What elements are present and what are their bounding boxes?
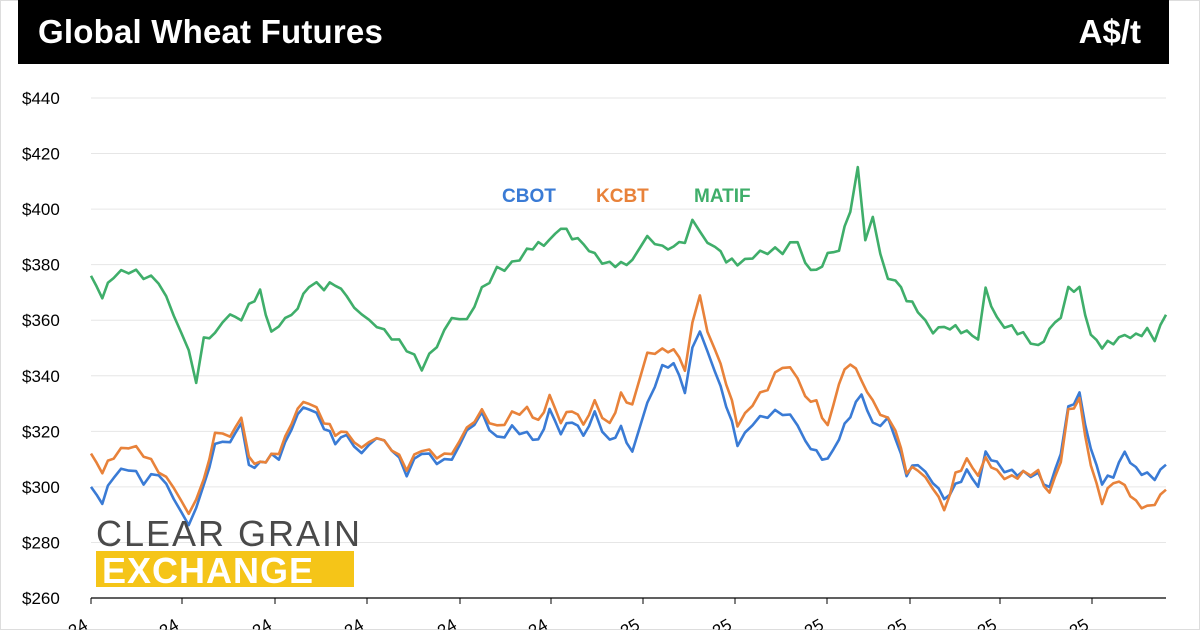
y-tick-label: $280	[22, 533, 60, 552]
y-tick-label: $260	[22, 589, 60, 608]
x-tick-label: 25	[974, 615, 1000, 630]
series-label-matif: MATIF	[694, 186, 751, 207]
clear-grain-exchange-logo: CLEAR GRAIN EXCHANGE	[96, 513, 362, 591]
x-axis: 24 24 24 24 24 24 25 25 25 25 25 25	[65, 597, 1166, 630]
y-tick-label: $420	[22, 145, 60, 164]
y-tick-label: $360	[22, 311, 60, 330]
x-tick-label: 24	[65, 615, 91, 630]
x-tick-label: 25	[709, 615, 735, 630]
series-line-kcbt	[89, 294, 1167, 516]
y-tick-label: $440	[22, 89, 60, 108]
y-tick-label: $340	[22, 367, 60, 386]
series-label-cbot: CBOT	[502, 186, 556, 207]
y-tick-label: $320	[22, 422, 60, 441]
series-lines	[89, 165, 1168, 527]
x-tick-label: 24	[156, 615, 182, 630]
series-labels: CBOT KCBT MATIF	[502, 186, 751, 207]
x-tick-label: 24	[434, 615, 460, 630]
logo-accent-bar	[96, 551, 354, 587]
series-label-kcbt: KCBT	[596, 186, 649, 207]
y-tick-label: $300	[22, 478, 60, 497]
y-axis-ticks: $260 $280 $300 $320 $340 $360 $380 $400 $420 $440	[22, 89, 60, 608]
logo-line2: EXCHANGE	[102, 550, 314, 591]
title-bar: Global Wheat Futures A$/t	[18, 0, 1169, 64]
x-tick-label: 25	[1066, 615, 1092, 630]
y-tick-label: $380	[22, 256, 60, 275]
x-tick-label: 25	[884, 615, 910, 630]
logo-line1: CLEAR GRAIN	[96, 513, 362, 554]
chart-title: Global Wheat Futures	[38, 13, 384, 50]
series-line-matif	[89, 165, 1168, 385]
unit-label: A$/t	[1078, 13, 1141, 50]
y-tick-label: $400	[22, 200, 60, 219]
x-tick-label: 24	[249, 615, 275, 630]
x-tick-label: 25	[617, 615, 643, 630]
x-tick-label: 24	[525, 615, 551, 630]
x-tick-label: 24	[341, 615, 367, 630]
series-line-cbot	[89, 330, 1167, 527]
x-tick-label: 25	[801, 615, 827, 630]
